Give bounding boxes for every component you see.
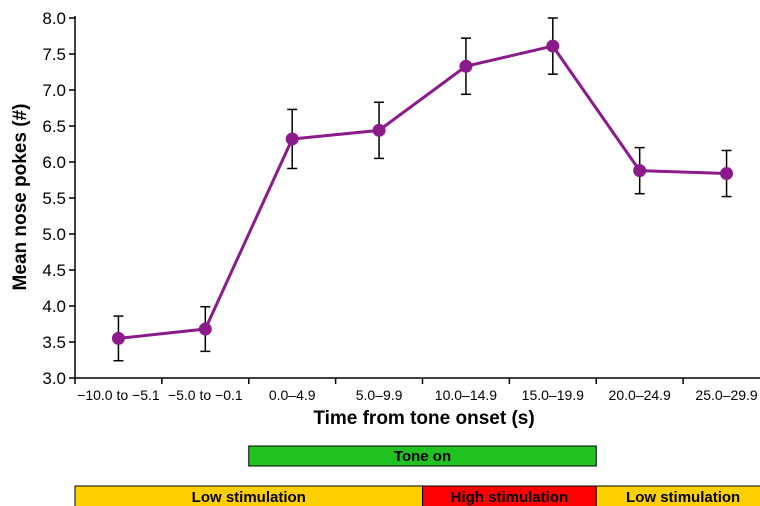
data-point <box>372 123 386 137</box>
y-tick-label: 4.5 <box>42 261 66 280</box>
stimulation-band <box>595 485 760 506</box>
y-axis: 3.0 3.5 4.0 4.5 5.0 5.5 6.0 6.5 7.0 7.5 8.0 <box>42 9 76 388</box>
x-axis: −10.0 to −5.1 −5.0 to −0.1 0.0–4.9 5.0–9.9 1… <box>74 377 760 403</box>
data-point <box>546 39 560 53</box>
data-point <box>111 331 125 345</box>
y-tick-label: 7.5 <box>42 45 66 64</box>
x-tick-label: 25.0–29.9 <box>695 387 757 403</box>
x-tick-label: 15.0–19.9 <box>522 387 584 403</box>
data-point <box>633 164 647 178</box>
y-tick-label: 6.0 <box>42 153 66 172</box>
x-tick-label: 0.0–4.9 <box>269 387 316 403</box>
stimulation-band-label: High stimulation <box>451 489 569 506</box>
series-line <box>118 44 727 340</box>
y-tick-label: 3.5 <box>42 333 66 352</box>
y-tick-label: 7.0 <box>42 81 66 100</box>
tone-band: Tone on <box>248 445 597 467</box>
x-tick-label: 5.0–9.9 <box>356 387 403 403</box>
x-tick-label: −5.0 to −0.1 <box>168 387 243 403</box>
y-tick-label: 6.5 <box>42 117 66 136</box>
y-tick-label: 3.0 <box>42 369 66 388</box>
tone-band-label: Tone on <box>394 448 451 465</box>
y-tick-label: 5.5 <box>42 189 66 208</box>
tone-band-bar <box>248 445 597 467</box>
x-tick-label: 20.0–24.9 <box>609 387 671 403</box>
data-point <box>459 59 473 73</box>
stimulation-band-label: Low stimulation <box>626 489 740 506</box>
data-point <box>720 167 734 181</box>
x-tick-label: 10.0–14.9 <box>435 387 497 403</box>
series-group <box>111 17 734 362</box>
stimulation-bands: Low stimulation High stimulation Low stimu… <box>74 485 760 506</box>
y-tick-label: 8.0 <box>42 9 66 28</box>
stimulation-band-label: Low stimulation <box>192 489 306 506</box>
x-tick-label: −10.0 to −5.1 <box>77 387 160 403</box>
y-tick-label: 5.0 <box>42 225 66 244</box>
x-axis-title: Time from tone onset (s) <box>313 408 534 429</box>
data-point <box>285 132 299 146</box>
y-axis-title: Mean nose pokes (#) <box>10 104 31 291</box>
data-point <box>198 322 212 336</box>
y-tick-label: 4.0 <box>42 297 66 316</box>
